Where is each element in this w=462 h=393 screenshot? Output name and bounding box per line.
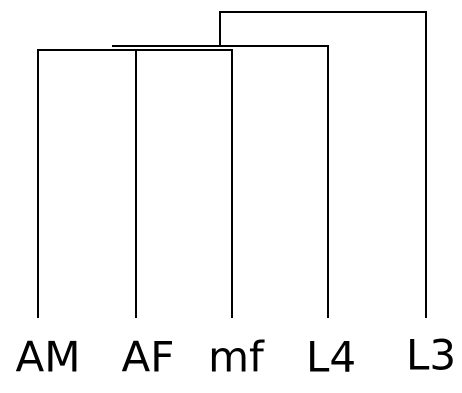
leaf-label: AM	[16, 333, 81, 382]
leaf-label: L4	[306, 333, 356, 382]
leaf-label: AF	[122, 333, 175, 382]
dendrogram-branches	[37, 11, 427, 318]
leaf-label: mf	[208, 333, 265, 382]
leaf-label: L3	[406, 331, 456, 380]
